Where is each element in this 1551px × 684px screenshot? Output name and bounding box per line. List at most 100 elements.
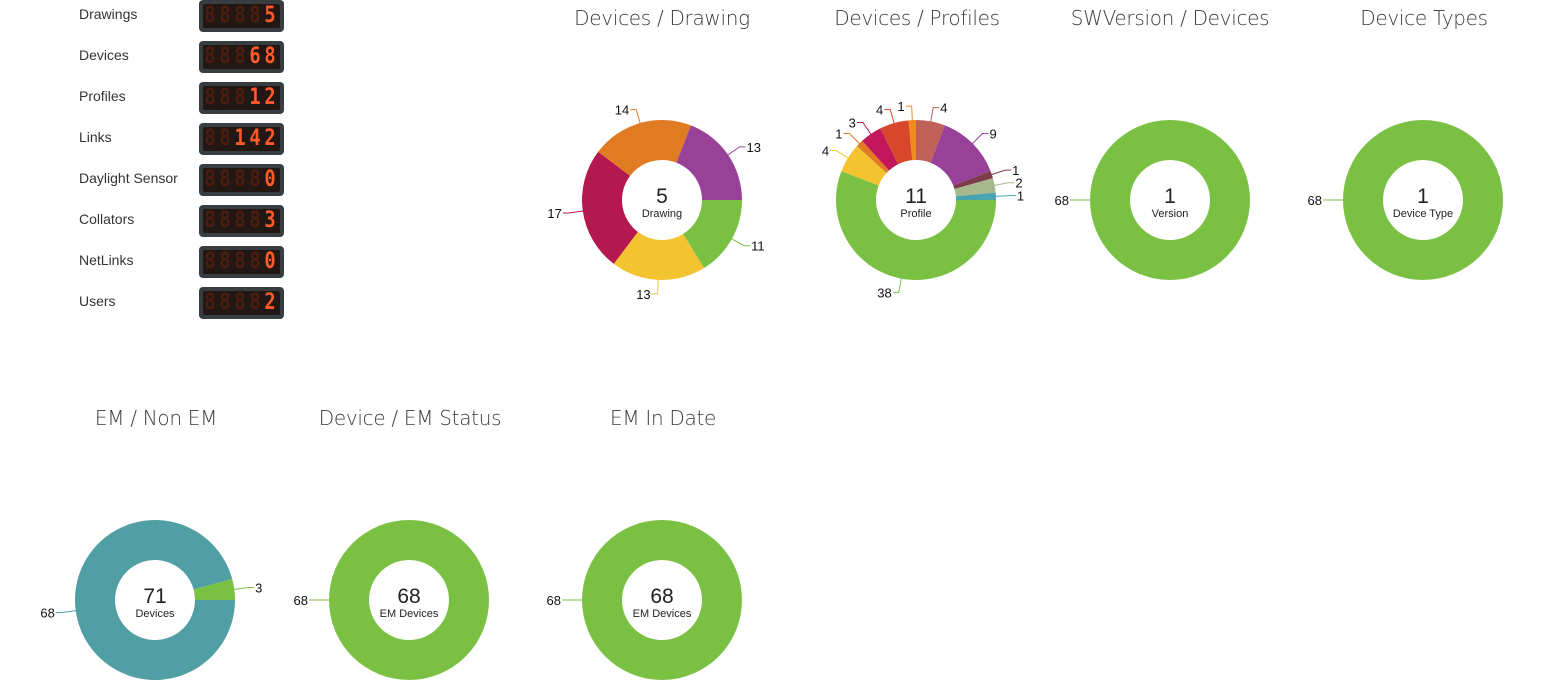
- donut-slice[interactable]: [841, 146, 887, 186]
- led-digit: 8: [204, 290, 216, 315]
- led-digit: 8: [234, 249, 246, 274]
- slice-label: 3: [849, 115, 856, 130]
- center-label: Version: [1152, 208, 1189, 220]
- center-value: 68: [397, 585, 420, 608]
- donut-slice[interactable]: [836, 171, 996, 280]
- stat-label: NetLinks: [79, 252, 134, 268]
- leader-line: [892, 277, 902, 293]
- slice-label: 2: [1015, 176, 1022, 191]
- center-label: EM Devices: [633, 608, 692, 620]
- center-value: 11: [905, 185, 927, 208]
- leader-line: [730, 238, 751, 247]
- led-digit: 2: [264, 85, 276, 110]
- led-digit: 1: [249, 85, 261, 110]
- leader-line: [843, 133, 861, 145]
- donut-slice[interactable]: [582, 151, 638, 264]
- led-digit: 6: [249, 44, 261, 69]
- slice-label: 4: [876, 103, 883, 118]
- led-digit: 8: [264, 44, 276, 69]
- chart-title: EM / Non EM: [94, 406, 218, 430]
- slice-label: 68: [1308, 193, 1322, 208]
- center-value: 1: [1417, 185, 1429, 208]
- center-value: 5: [656, 185, 668, 208]
- center-label: Profile: [900, 208, 931, 220]
- led-digit: 2: [264, 290, 276, 315]
- donut-slice[interactable]: [676, 125, 742, 200]
- leader-line: [630, 109, 641, 125]
- led-digit: 8: [219, 44, 231, 69]
- leader-line: [884, 109, 895, 125]
- stat-label: Drawings: [79, 6, 138, 22]
- led-digit: 8: [234, 167, 246, 192]
- stat-label: Links: [79, 129, 112, 145]
- led-digit: 8: [219, 290, 231, 315]
- donut-slice[interactable]: [193, 579, 235, 600]
- led-digit: 8: [204, 44, 216, 69]
- donut-slice[interactable]: [329, 520, 489, 680]
- slice-label: 4: [940, 101, 947, 116]
- slice-label: 11: [751, 239, 765, 254]
- leader-line: [993, 182, 1015, 186]
- slice-label: 3: [255, 581, 262, 596]
- led-digit: 0: [264, 249, 276, 274]
- slice-label: 1: [1012, 163, 1019, 178]
- stat-label: Users: [79, 293, 116, 309]
- led-digit: 0: [264, 167, 276, 192]
- slice-label: 68: [1055, 193, 1069, 208]
- slice-label: 13: [747, 140, 761, 155]
- leader-line: [233, 587, 255, 591]
- slice-label: 1: [835, 127, 842, 142]
- donut-slice[interactable]: [598, 120, 691, 176]
- donut-slice[interactable]: [908, 120, 916, 161]
- donut-slice[interactable]: [930, 125, 991, 186]
- donut-slice[interactable]: [856, 140, 890, 174]
- donut-slice[interactable]: [916, 120, 945, 163]
- led-digit: 8: [204, 249, 216, 274]
- led-digit: 8: [219, 208, 231, 233]
- donut-slice[interactable]: [582, 520, 742, 680]
- stat-label: Devices: [79, 47, 129, 63]
- led-digit: 8: [234, 44, 246, 69]
- led-digit: 8: [249, 208, 261, 233]
- led-digit: 1: [234, 126, 246, 151]
- slice-label: 1: [1017, 189, 1024, 204]
- stat-label: Collators: [79, 211, 135, 227]
- donut-slice[interactable]: [954, 178, 996, 197]
- donut-slice[interactable]: [1343, 120, 1503, 280]
- leader-line: [651, 278, 659, 295]
- chart-title: Devices / Drawing: [574, 6, 750, 30]
- leader-line: [830, 150, 850, 159]
- slice-label: 13: [636, 287, 650, 302]
- donut-slice[interactable]: [613, 231, 705, 280]
- donut-slice[interactable]: [880, 120, 913, 165]
- donut-slice[interactable]: [862, 128, 899, 171]
- center-value: 68: [650, 585, 673, 608]
- led-digit: 8: [249, 167, 261, 192]
- donut-slice[interactable]: [953, 171, 993, 190]
- led-digit: 8: [234, 85, 246, 110]
- leader-line: [994, 195, 1016, 197]
- donut-slice[interactable]: [1090, 120, 1250, 280]
- leader-line: [726, 146, 746, 156]
- center-label: Drawing: [642, 208, 682, 220]
- led-digit: 8: [234, 208, 246, 233]
- slice-label: 38: [877, 285, 891, 300]
- donut-slice[interactable]: [683, 200, 742, 269]
- led-digit: 8: [219, 167, 231, 192]
- led-digit: 8: [219, 85, 231, 110]
- center-label: Device Type: [1393, 208, 1453, 220]
- donut-slice[interactable]: [74, 520, 235, 680]
- donut-slice[interactable]: [955, 192, 996, 200]
